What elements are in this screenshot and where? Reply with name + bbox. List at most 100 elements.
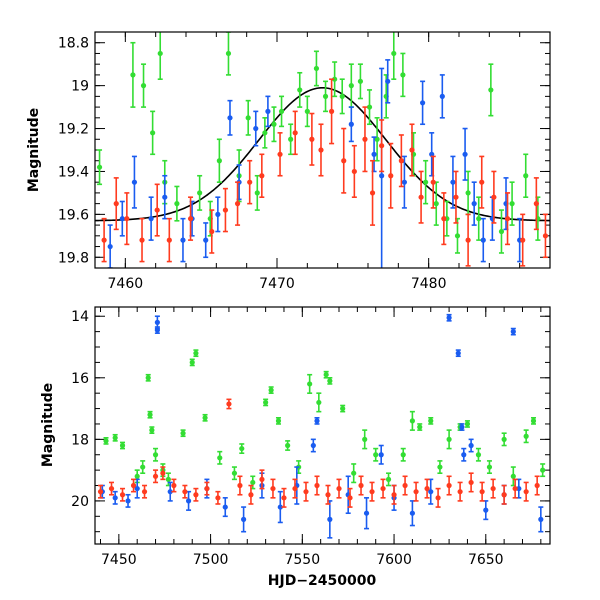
bottom-panel-series-blue xyxy=(99,313,544,539)
data-point xyxy=(428,418,434,424)
data-point xyxy=(134,473,140,479)
data-point xyxy=(292,485,298,492)
data-point xyxy=(475,452,482,458)
data-point xyxy=(157,50,163,57)
data-point xyxy=(309,136,315,142)
data-point xyxy=(429,151,435,157)
data-point xyxy=(378,452,384,458)
x-tick-label: 7460 xyxy=(108,276,144,292)
bottom-panel-y-axis-label: Magnitude xyxy=(40,383,56,467)
data-point xyxy=(171,482,177,489)
data-point xyxy=(450,179,456,185)
data-point xyxy=(259,476,265,482)
data-point xyxy=(314,418,320,424)
data-point xyxy=(340,405,346,412)
data-point xyxy=(314,482,320,489)
data-point xyxy=(379,143,385,149)
data-point xyxy=(455,350,461,356)
data-point xyxy=(348,83,354,89)
data-point xyxy=(423,179,429,185)
data-point xyxy=(101,237,107,243)
data-point xyxy=(166,237,172,243)
data-point xyxy=(409,510,415,516)
data-point xyxy=(351,470,357,476)
data-point xyxy=(148,216,154,222)
y-tick-label: 19.4 xyxy=(58,164,89,180)
data-point xyxy=(313,65,320,72)
data-point xyxy=(130,72,136,78)
data-point xyxy=(462,151,468,157)
data-point xyxy=(437,464,443,470)
top-panel-x-tick-labels: 7460 7470 7480 xyxy=(108,276,447,292)
data-point xyxy=(430,179,436,185)
data-point xyxy=(454,233,461,239)
data-point xyxy=(471,201,477,207)
data-point xyxy=(510,473,516,479)
data-point xyxy=(468,479,474,486)
data-point xyxy=(303,489,309,495)
x-tick-label: 7470 xyxy=(259,276,295,292)
data-point xyxy=(202,415,208,421)
data-point xyxy=(369,190,376,196)
data-point xyxy=(369,489,375,495)
data-point xyxy=(498,228,505,235)
data-point xyxy=(107,243,113,250)
x-tick-label: 7450 xyxy=(101,552,137,568)
data-point xyxy=(413,489,419,495)
data-point xyxy=(465,237,471,243)
data-point xyxy=(304,108,310,114)
data-point xyxy=(140,464,146,470)
data-point xyxy=(278,108,285,114)
data-point xyxy=(226,401,232,407)
data-point xyxy=(154,327,160,333)
data-point xyxy=(341,158,347,164)
data-point xyxy=(400,452,406,458)
y-tick-label: 20 xyxy=(71,494,89,510)
top-panel-frame xyxy=(94,31,551,269)
data-point xyxy=(538,516,544,522)
data-point xyxy=(275,418,282,424)
data-point xyxy=(180,237,186,243)
bottom-panel-series-green xyxy=(103,349,546,490)
data-point xyxy=(119,492,126,498)
data-point xyxy=(358,482,364,489)
data-point xyxy=(147,412,153,418)
data-point xyxy=(510,329,516,335)
data-point xyxy=(401,179,407,185)
top-panel-plot-area xyxy=(95,32,550,268)
data-point xyxy=(119,442,126,449)
data-point xyxy=(402,482,408,489)
data-point xyxy=(152,473,159,479)
data-point xyxy=(182,489,188,495)
top-panel-y-tick-labels: 18.8 19 19.2 19.4 19.6 19.8 xyxy=(58,36,89,267)
data-point xyxy=(316,399,322,406)
data-point xyxy=(215,211,221,217)
data-point xyxy=(530,418,537,424)
data-point xyxy=(154,319,160,325)
data-point xyxy=(398,158,404,164)
bottom-panel-ticks xyxy=(95,307,550,544)
data-point xyxy=(501,492,507,498)
data-point xyxy=(391,50,397,57)
data-point xyxy=(119,216,125,222)
data-point xyxy=(446,315,452,321)
data-point xyxy=(259,173,265,179)
data-point xyxy=(464,421,471,427)
data-point xyxy=(533,201,539,207)
x-tick-label: 7480 xyxy=(411,276,447,292)
y-tick-label: 18 xyxy=(71,432,89,448)
data-point xyxy=(265,108,271,114)
data-point xyxy=(204,485,210,492)
data-point xyxy=(97,489,104,495)
x-tick-label: 7600 xyxy=(376,552,412,568)
data-point xyxy=(347,495,353,501)
data-point xyxy=(262,130,268,136)
data-point xyxy=(516,485,522,492)
data-point xyxy=(134,485,140,492)
data-point xyxy=(310,442,316,449)
data-point xyxy=(140,83,147,89)
data-point xyxy=(490,485,496,492)
data-point xyxy=(254,190,260,196)
